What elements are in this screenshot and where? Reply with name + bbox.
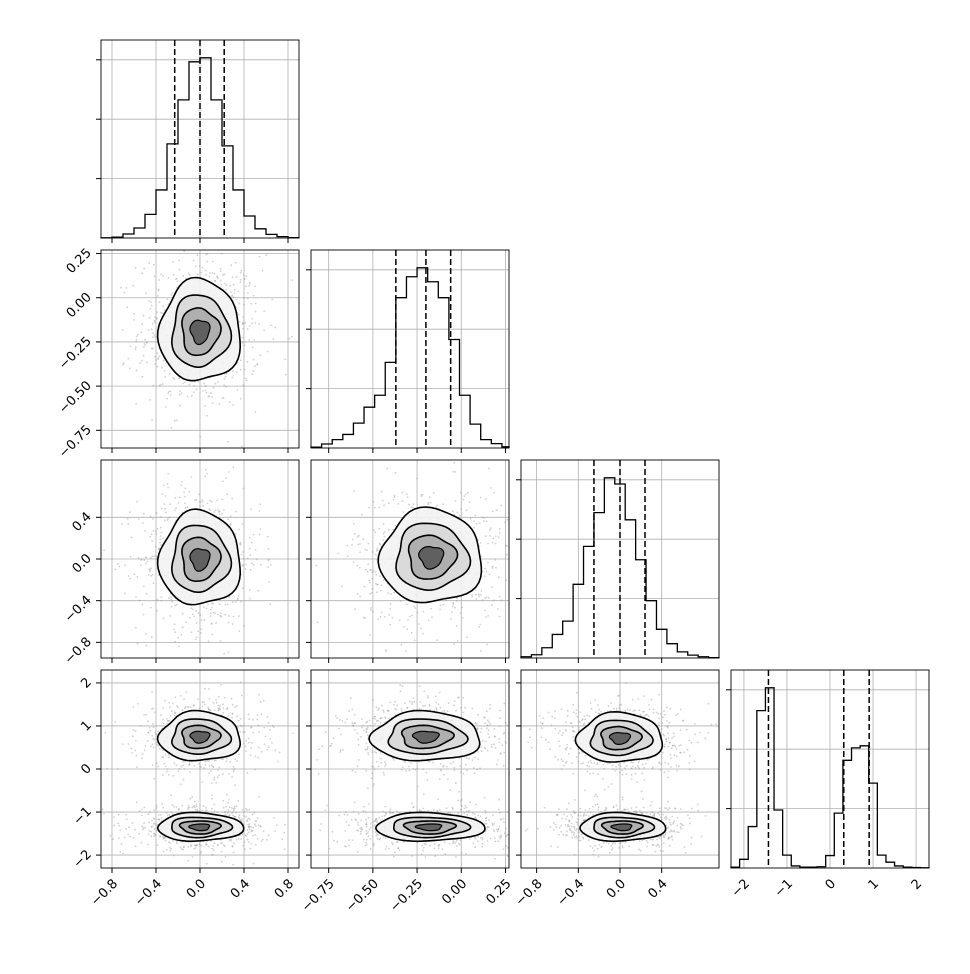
y-tick-label: 0.25 [64, 246, 95, 277]
histogram-panel-4 [726, 670, 929, 868]
scatter-panel-3-4 [516, 670, 719, 873]
histogram-panel-1 [96, 40, 299, 243]
x-tick-label: 0.8 [272, 876, 297, 901]
y-tick-label: −1 [71, 804, 95, 828]
y-tick-label: 2 [78, 675, 94, 691]
y-tick-label: −0.25 [56, 334, 95, 373]
y-tick-label: −0.75 [56, 423, 95, 462]
x-tick-label: 0.00 [439, 876, 470, 907]
scatter-panel-1-3 [96, 460, 299, 663]
x-tick-label: 1 [866, 876, 882, 892]
x-tick-label: −0.4 [554, 876, 587, 909]
y-tick-label: 0.00 [64, 290, 95, 321]
y-tick-label: −0.4 [62, 593, 95, 626]
x-tick-label: 0.0 [604, 876, 629, 901]
x-tick-label: −0.75 [299, 876, 338, 915]
x-tick-label: 0 [823, 876, 839, 892]
scatter-panel-2-3 [306, 460, 509, 663]
panel-frame [311, 250, 509, 448]
x-tick-label: −0.25 [387, 876, 426, 915]
x-tick-label: 0.4 [645, 876, 670, 901]
scatter-panel-1-2 [96, 250, 299, 453]
x-tick-label: 0.0 [184, 876, 209, 901]
x-tick-label: −0.50 [343, 876, 382, 915]
x-tick-label: −2 [729, 876, 753, 900]
y-tick-label: 1 [78, 718, 94, 734]
x-tick-label: −0.8 [513, 876, 546, 909]
x-tick-label: −0.8 [88, 876, 121, 909]
x-tick-label: 2 [909, 876, 925, 892]
x-tick-label: 0.25 [483, 876, 514, 907]
y-tick-label: −0.50 [56, 378, 95, 417]
y-tick-label: 0 [78, 761, 94, 777]
x-tick-label: 0.4 [228, 876, 253, 901]
y-tick-label: 0.4 [70, 510, 95, 535]
scatter-panel-1-4 [96, 670, 299, 873]
histogram-panel-2 [306, 250, 509, 453]
histogram-panel-3 [516, 460, 719, 663]
scatter-panel-2-4 [306, 670, 509, 873]
x-tick-label: −0.4 [132, 876, 165, 909]
y-tick-label: −2 [71, 847, 95, 871]
histogram-step [311, 268, 509, 448]
y-tick-label: −0.8 [62, 635, 95, 668]
x-tick-label: −1 [772, 876, 796, 900]
y-tick-label: 0.0 [70, 551, 95, 576]
